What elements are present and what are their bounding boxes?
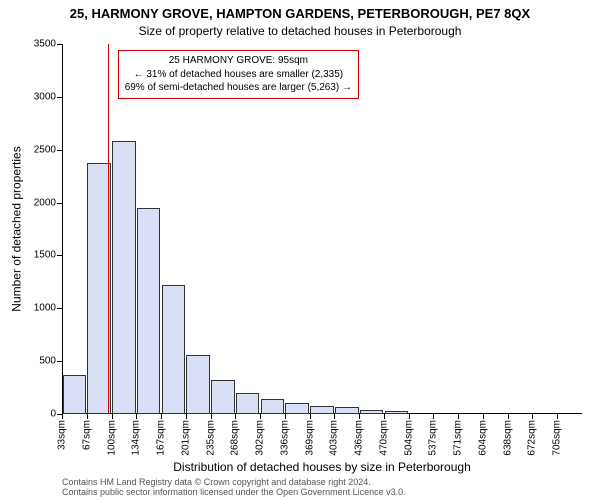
x-tick-label: 134sqm [131, 420, 142, 456]
x-tick-label: 638sqm [502, 420, 513, 456]
histogram-bar [261, 399, 285, 414]
y-tick-label: 3000 [34, 91, 56, 102]
x-tick-mark [433, 414, 434, 419]
y-tick-label: 1500 [34, 250, 56, 261]
histogram-bar [162, 285, 186, 414]
y-tick-mark [57, 361, 62, 362]
x-tick-mark [384, 414, 385, 419]
histogram-bar [335, 407, 359, 414]
x-tick-mark [409, 414, 410, 419]
x-tick-label: 604sqm [477, 420, 488, 456]
y-axis-label-text: Number of detached properties [10, 146, 24, 311]
info-box-line-2: ← 31% of detached houses are smaller (2,… [125, 68, 352, 82]
chart-title-main: 25, HARMONY GROVE, HAMPTON GARDENS, PETE… [0, 6, 600, 21]
x-tick-label: 268sqm [230, 420, 241, 456]
x-tick-label: 369sqm [304, 420, 315, 456]
x-tick-label: 470sqm [378, 420, 389, 456]
x-tick-mark [285, 414, 286, 419]
y-tick-mark [57, 97, 62, 98]
x-axis-label: Distribution of detached houses by size … [62, 460, 582, 474]
x-tick-mark [310, 414, 311, 419]
chart-root: 25, HARMONY GROVE, HAMPTON GARDENS, PETE… [0, 0, 600, 500]
y-tick-label: 500 [39, 356, 56, 367]
histogram-bar [385, 411, 409, 414]
histogram-bar [112, 141, 136, 414]
x-tick-label: 436sqm [354, 420, 365, 456]
marker-line [108, 44, 110, 414]
y-tick-label: 2000 [34, 197, 56, 208]
x-tick-mark [161, 414, 162, 419]
x-tick-label: 67sqm [81, 420, 92, 450]
footer-line-2: Contains public sector information licen… [62, 488, 406, 498]
x-tick-mark [87, 414, 88, 419]
y-tick-mark [57, 44, 62, 45]
histogram-bar [137, 208, 161, 414]
histogram-bar [63, 375, 87, 414]
histogram-bar [360, 410, 384, 414]
x-tick-label: 537sqm [428, 420, 439, 456]
x-tick-label: 100sqm [106, 420, 117, 456]
y-tick-label: 3500 [34, 39, 56, 50]
y-tick-mark [57, 308, 62, 309]
histogram-bar [186, 355, 210, 414]
x-tick-mark [112, 414, 113, 419]
x-tick-mark [458, 414, 459, 419]
y-tick-mark [57, 203, 62, 204]
x-tick-label: 571sqm [453, 420, 464, 456]
x-tick-mark [136, 414, 137, 419]
y-axis-label: Number of detached properties [10, 44, 24, 414]
x-tick-mark [334, 414, 335, 419]
x-tick-mark [235, 414, 236, 419]
x-tick-label: 201sqm [180, 420, 191, 456]
x-tick-label: 403sqm [329, 420, 340, 456]
x-tick-label: 705sqm [552, 420, 563, 456]
histogram-bar [236, 393, 260, 414]
x-tick-label: 235sqm [205, 420, 216, 456]
x-tick-label: 167sqm [156, 420, 167, 456]
x-tick-mark [359, 414, 360, 419]
x-tick-label: 302sqm [255, 420, 266, 456]
x-tick-label: 672sqm [527, 420, 538, 456]
x-tick-label: 336sqm [279, 420, 290, 456]
plot-area: 050010001500200025003000350033sqm67sqm10… [62, 44, 582, 414]
x-tick-mark [508, 414, 509, 419]
y-tick-label: 0 [50, 409, 56, 420]
info-box: 25 HARMONY GROVE: 95sqm← 31% of detached… [118, 50, 359, 99]
histogram-bar [310, 406, 334, 414]
x-tick-mark [186, 414, 187, 419]
x-tick-label: 504sqm [403, 420, 414, 456]
y-tick-mark [57, 150, 62, 151]
y-tick-label: 2500 [34, 144, 56, 155]
chart-footer: Contains HM Land Registry data © Crown c… [62, 478, 406, 498]
x-tick-mark [483, 414, 484, 419]
x-tick-mark [62, 414, 63, 419]
info-box-line-1: 25 HARMONY GROVE: 95sqm [125, 54, 352, 68]
x-tick-mark [260, 414, 261, 419]
x-tick-mark [557, 414, 558, 419]
x-tick-mark [532, 414, 533, 419]
chart-title-sub: Size of property relative to detached ho… [0, 24, 600, 38]
y-tick-mark [57, 255, 62, 256]
histogram-bar [211, 380, 235, 414]
info-box-line-3: 69% of semi-detached houses are larger (… [125, 81, 352, 95]
histogram-bar [285, 403, 309, 414]
x-tick-label: 33sqm [57, 420, 68, 450]
x-tick-mark [211, 414, 212, 419]
y-tick-label: 1000 [34, 303, 56, 314]
